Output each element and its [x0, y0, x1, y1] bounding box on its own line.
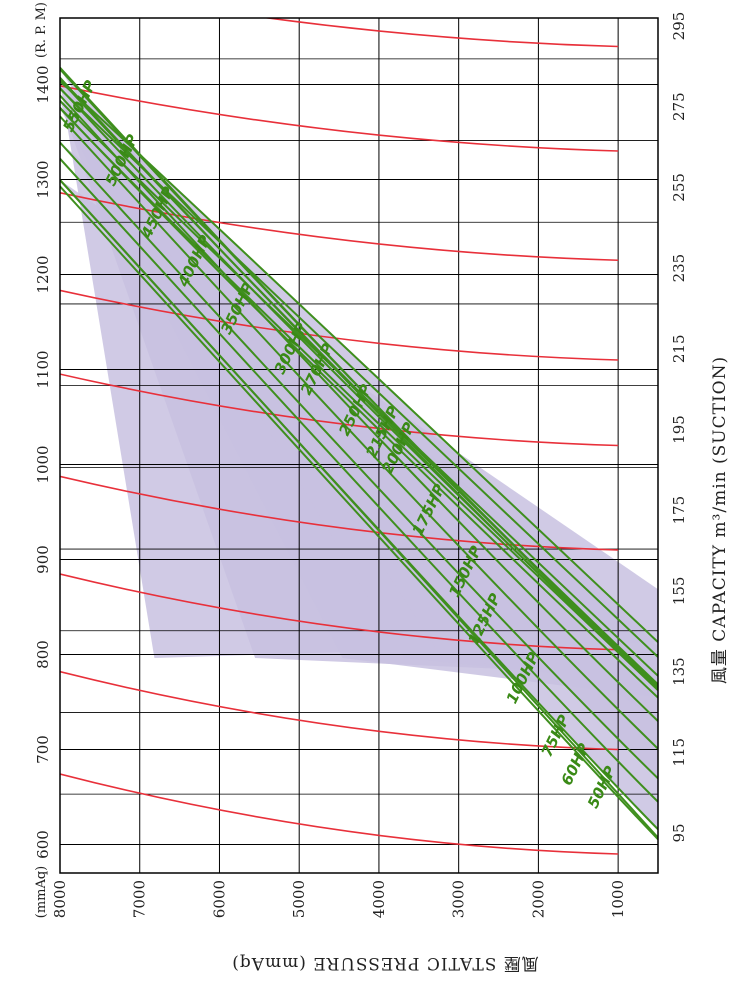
pressure-unit-label: (mmAq)	[34, 866, 49, 919]
rpm-curve	[60, 289, 619, 361]
power-curve	[60, 94, 658, 722]
pressure-axis-title: 風壓 STATIC PRESSURE (mmAq)	[231, 953, 539, 973]
plot-frame	[59, 17, 659, 874]
capacity-axis-title: 風量 CAPACITY m³/min (SUCTION)	[710, 356, 730, 684]
capacity-tick-label: 115	[670, 738, 688, 767]
rpm-curve	[262, 18, 619, 48]
capacity-tick-label: 155	[670, 577, 688, 606]
power-curve	[60, 107, 658, 699]
pressure-tick-label: 8000	[51, 880, 69, 918]
power-curve	[60, 66, 658, 689]
pressure-tick-label: 4000	[370, 880, 388, 918]
power-curve	[60, 141, 658, 780]
rpm-curve	[60, 373, 619, 447]
pressure-tick-label: 6000	[210, 880, 228, 918]
shaded-band	[60, 79, 658, 685]
rpm-tick-label: 1400	[34, 65, 52, 103]
rpm-curve	[60, 85, 619, 152]
rpm-axis-label: (R. P. M)	[34, 2, 49, 58]
pressure-tick-label: 7000	[131, 880, 149, 918]
rpm-curve	[60, 191, 619, 262]
capacity-tick-labels: 95 115 135 155 175 195 215 235 255 275 295	[670, 12, 688, 843]
rpm-tick-label: 1100	[34, 350, 52, 388]
rpm-tick-label: 700	[34, 735, 52, 764]
pressure-tick-label: 5000	[290, 880, 308, 918]
rpm-curve	[60, 773, 619, 855]
rpm-tick-label: 1300	[34, 160, 52, 198]
rpm-tick-label: 1200	[34, 255, 52, 293]
capacity-tick-label: 95	[670, 823, 688, 842]
capacity-tick-label: 135	[670, 657, 688, 686]
capacity-tick-label: 175	[670, 496, 688, 525]
capacity-tick-label: 275	[670, 92, 688, 121]
rpm-curve	[60, 573, 619, 651]
rpm-tick-label: 800	[34, 640, 52, 669]
capacity-tick-label: 255	[670, 173, 688, 202]
shaded-band	[60, 180, 658, 830]
capacity-tick-label: 235	[670, 254, 688, 283]
pressure-tick-label: 2000	[529, 880, 547, 918]
capacity-tick-label: 215	[670, 334, 688, 363]
rpm-tick-label: 600	[34, 830, 52, 859]
rpm-tick-labels: 600 700 800 900 1000 1100 1200 1300 1400	[34, 65, 52, 858]
rpm-tick-label: 1000	[34, 445, 52, 483]
power-curve	[60, 179, 658, 839]
power-curve	[60, 158, 658, 803]
pressure-tick-label: 1000	[609, 880, 627, 918]
power-curve	[60, 76, 658, 691]
rpm-curve	[60, 670, 619, 751]
capacity-tick-label: 195	[670, 415, 688, 444]
capacity-tick-label: 295	[670, 12, 688, 41]
pressure-tick-label: 3000	[450, 880, 468, 918]
pressure-tick-labels: 8000 7000 6000 5000 4000 3000 2000 1000	[51, 880, 627, 918]
power-curve	[60, 115, 658, 750]
power-curve	[60, 185, 658, 840]
power-curves	[60, 66, 658, 840]
rpm-tick-label: 900	[34, 545, 52, 574]
